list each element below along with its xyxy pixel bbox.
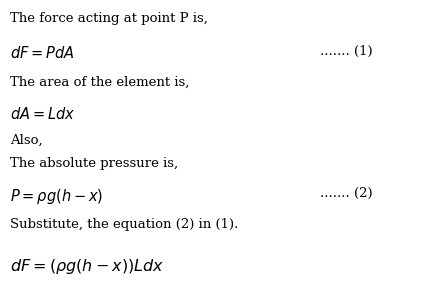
Text: $dA = Ldx$: $dA = Ldx$	[10, 106, 75, 122]
Text: $dF = PdA$: $dF = PdA$	[10, 45, 75, 61]
Text: The absolute pressure is,: The absolute pressure is,	[10, 157, 178, 170]
Text: ....... (2): ....... (2)	[320, 187, 373, 200]
Text: ....... (1): ....... (1)	[320, 45, 373, 58]
Text: $dF = \left(\rho g\left(h-x\right)\right)Ldx$: $dF = \left(\rho g\left(h-x\right)\right…	[10, 257, 164, 276]
Text: The force acting at point P is,: The force acting at point P is,	[10, 12, 208, 25]
Text: Substitute, the equation (2) in (1).: Substitute, the equation (2) in (1).	[10, 218, 238, 231]
Text: Also,: Also,	[10, 134, 42, 147]
Text: The area of the element is,: The area of the element is,	[10, 75, 189, 88]
Text: $P = \rho g\left(h-x\right)$: $P = \rho g\left(h-x\right)$	[10, 187, 103, 206]
